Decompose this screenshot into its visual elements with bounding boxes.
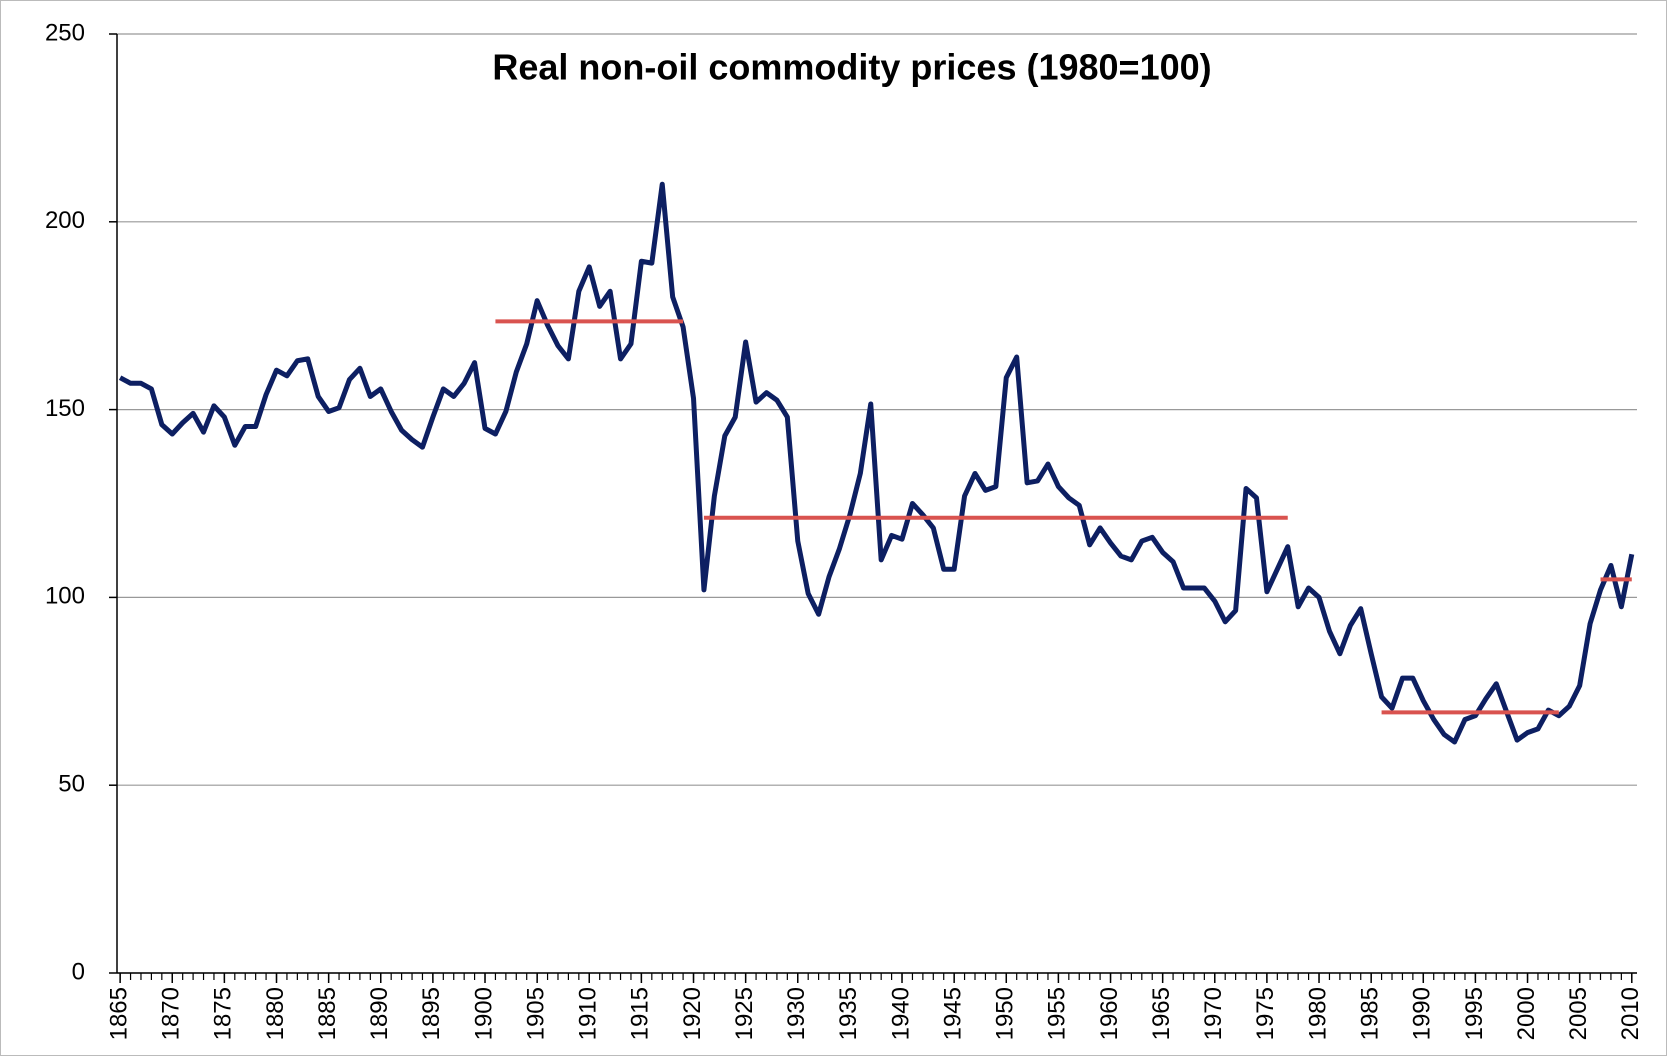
x-tick-label: 1915 [627,987,654,1040]
x-tick-label: 1945 [939,987,966,1040]
x-tick-label: 1925 [731,987,758,1040]
data-line [118,181,1635,745]
y-tick-label: 200 [45,207,85,234]
x-tick-label: 1880 [262,987,289,1040]
x-tick-label: 1950 [992,987,1019,1040]
x-tick-label: 2005 [1565,987,1592,1040]
y-tick-label: 50 [58,771,85,798]
y-tick-label: 100 [45,583,85,610]
x-tick-label: 1865 [105,987,132,1040]
chart-title: Real non-oil commodity prices (1980=100) [492,47,1211,88]
x-tick-label: 1955 [1044,987,1071,1040]
x-tick-label: 1885 [314,987,341,1040]
x-tick-label: 1970 [1200,987,1227,1040]
y-tick-label: 250 [45,19,85,46]
x-tick-label: 1960 [1096,987,1123,1040]
x-tick-label: 1875 [210,987,237,1040]
x-tick-label: 2000 [1513,987,1540,1040]
y-tick-label: 0 [72,958,85,985]
x-tick-label: 1935 [835,987,862,1040]
x-tick-label: 1965 [1148,987,1175,1040]
x-tick-label: 2010 [1617,987,1644,1040]
x-tick-label: 1920 [679,987,706,1040]
x-tick-label: 1890 [366,987,393,1040]
x-tick-label: 1895 [418,987,445,1040]
x-tick-label: 1980 [1304,987,1331,1040]
x-tick-label: 1870 [158,987,185,1040]
x-tick-label: 1905 [522,987,549,1040]
x-tick-label: 1930 [783,987,810,1040]
x-tick-label: 1975 [1252,987,1279,1040]
x-tick-label: 1985 [1357,987,1384,1040]
x-tick-label: 1900 [470,987,497,1040]
x-tick-label: 1995 [1461,987,1488,1040]
x-tick-label: 1910 [575,987,602,1040]
x-tick-label: 1990 [1409,987,1436,1040]
x-tick-label: 1940 [887,987,914,1040]
y-tick-label: 150 [45,395,85,422]
